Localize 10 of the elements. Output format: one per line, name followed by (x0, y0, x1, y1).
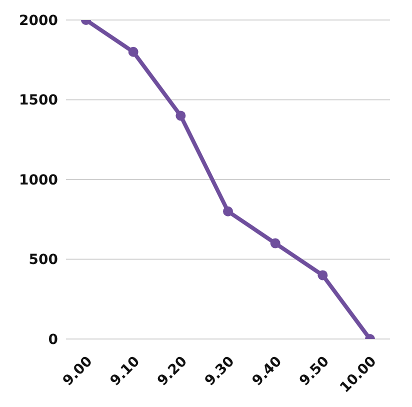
y-tick-label: 0 (48, 332, 58, 348)
y-tick-label: 2000 (19, 12, 58, 29)
point (270, 238, 280, 248)
y-tick-label: 1500 (19, 92, 58, 109)
y-tick-label: 1000 (19, 172, 58, 188)
point (223, 206, 233, 216)
point (318, 270, 328, 280)
point (128, 46, 138, 57)
y-tick-label: 500 (28, 252, 58, 268)
point (176, 110, 186, 121)
